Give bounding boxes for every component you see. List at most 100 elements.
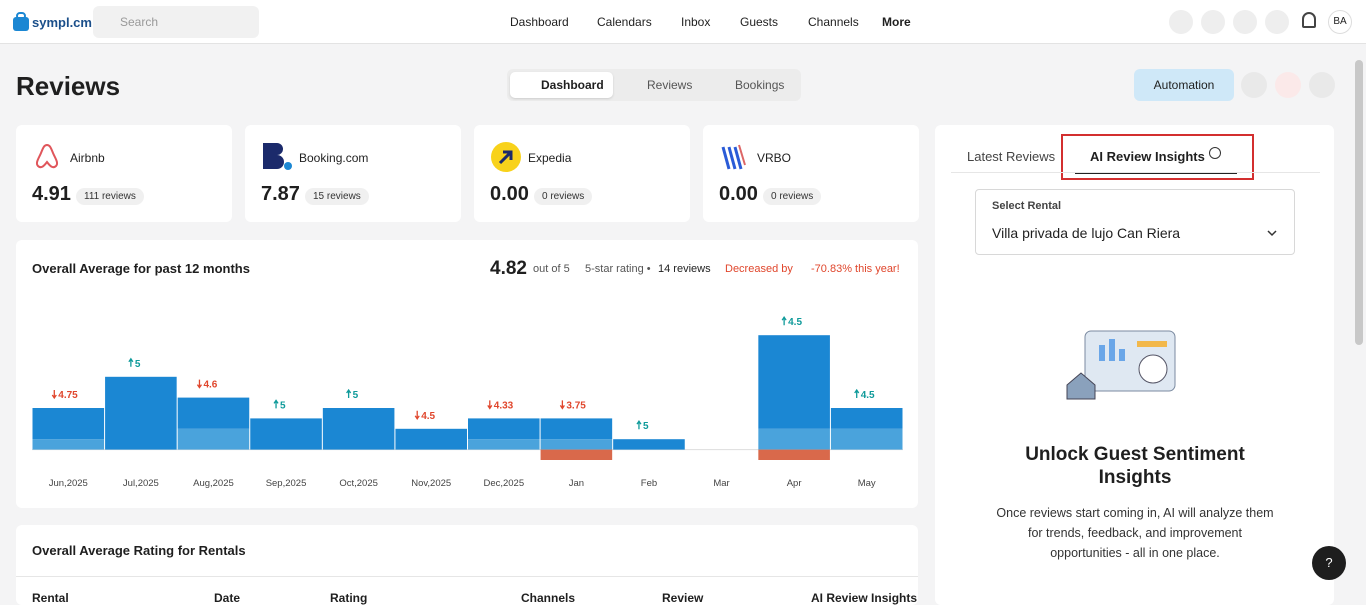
bar: [105, 376, 177, 450]
rating-label: 4.5: [861, 390, 875, 401]
help-button[interactable]: ?: [1312, 546, 1346, 580]
nav-link[interactable]: Inbox: [681, 15, 711, 29]
icon-button[interactable]: [1265, 10, 1289, 34]
divider: [16, 576, 918, 577]
review-count: 15 reviews: [305, 188, 369, 205]
trend-arrow: [51, 390, 57, 400]
bar-below: [540, 449, 613, 460]
x-tick-label: May: [858, 478, 876, 489]
change-value: -70.83% this year!: [811, 263, 900, 275]
tab-underline: [1075, 172, 1237, 174]
rentals-card: Overall Average Rating for Rentals Renta…: [16, 525, 918, 605]
automation-button[interactable]: Automation: [1134, 69, 1234, 101]
x-tick-label: Sep,2025: [266, 478, 307, 489]
column-header: Date: [214, 591, 241, 605]
trend-arrow: [346, 388, 352, 398]
select-value: Villa privada de lujo Can Riera: [992, 225, 1181, 241]
x-tick-label: Aug,2025: [193, 478, 234, 489]
channel-card: VRBO 0.00 0 reviews: [703, 125, 919, 222]
select-label: Select Rental: [992, 200, 1062, 212]
rating-label: 4.6: [203, 380, 217, 391]
x-tick-label: Jan: [569, 478, 584, 489]
channel-name: Expedia: [528, 151, 572, 165]
chevron: [1267, 230, 1277, 237]
review-count: 111 reviews: [76, 188, 144, 205]
nav-link[interactable]: Guests: [740, 15, 779, 29]
bar: [613, 439, 685, 450]
channel-logo: [263, 143, 292, 170]
channel-card: Booking.com 7.87 15 reviews: [245, 125, 461, 222]
icon-button[interactable]: [1233, 10, 1257, 34]
column-header: AI Review Insights: [811, 591, 918, 605]
illustration: [1066, 330, 1176, 400]
clear-filter-button[interactable]: [1275, 72, 1301, 98]
bar: [468, 418, 540, 440]
bar: [830, 408, 903, 429]
channel-card: Expedia 0.00 0 reviews: [474, 125, 690, 222]
bar-lower: [177, 428, 250, 450]
trend-arrow: [128, 357, 134, 367]
review-count: 14 reviews: [658, 263, 711, 275]
nav-more[interactable]: More: [882, 15, 911, 29]
notifications[interactable]: [1302, 12, 1316, 28]
rating-text: 5-star rating •: [585, 263, 651, 275]
tab[interactable]: Latest Reviews: [967, 149, 1056, 164]
chart-title: Overall Average for past 12 months: [32, 261, 250, 276]
rating-label: 5: [643, 421, 649, 432]
channel-name: VRBO: [757, 151, 792, 165]
rentals-title: Overall Average Rating for Rentals: [32, 543, 246, 558]
nav-link[interactable]: Dashboard: [510, 15, 569, 29]
tab-active[interactable]: [510, 72, 613, 98]
tab-active[interactable]: AI Review Insights: [1090, 149, 1205, 164]
x-tick-label: Nov,2025: [411, 478, 451, 489]
nav-link[interactable]: Channels: [808, 15, 859, 29]
rating-label: 4.33: [494, 400, 514, 411]
nav-link[interactable]: Calendars: [597, 15, 652, 29]
scrollbar: [1355, 60, 1363, 345]
rating-label: 5: [135, 359, 141, 370]
trend-arrow: [636, 420, 642, 430]
logo-icon: [13, 12, 29, 31]
review-count: 0 reviews: [534, 188, 593, 205]
divider: [951, 172, 1320, 173]
tab[interactable]: Bookings: [735, 78, 785, 92]
rental-select[interactable]: Select Rental Villa privada de lujo Can …: [975, 189, 1295, 255]
trend-arrow: [487, 400, 493, 410]
bar: [540, 418, 613, 440]
channel-rating: 0.00: [490, 183, 529, 205]
x-tick-label: Feb: [641, 478, 657, 489]
tab[interactable]: Dashboard: [541, 78, 604, 92]
search-box[interactable]: Search: [93, 6, 259, 38]
avatar[interactable]: BA: [1328, 10, 1352, 34]
rating-label: 4.5: [788, 317, 802, 328]
channel-logo: [491, 142, 521, 172]
tab[interactable]: Reviews: [647, 78, 693, 92]
channel-rating: 4.91: [32, 183, 71, 205]
bar-lower: [32, 439, 105, 450]
review-count: 0 reviews: [763, 188, 822, 205]
x-tick-label: Oct,2025: [339, 478, 378, 489]
channel-name: Booking.com: [299, 151, 369, 165]
rating-label: 4.5: [421, 411, 435, 422]
channel-card: Airbnb 4.91 111 reviews: [16, 125, 232, 222]
out-of: out of 5: [533, 263, 570, 275]
column-header: Rental: [32, 591, 69, 605]
refresh-button[interactable]: [1309, 72, 1335, 98]
highlight-box: [1061, 134, 1254, 180]
bar-below: [758, 449, 830, 460]
bar: [322, 408, 395, 450]
insights-heading: Unlock Guest Sentiment Insights: [1025, 444, 1245, 488]
filter-button[interactable]: [1241, 72, 1267, 98]
chart: 4.75 Jun,2025 5 Jul,2025 4.6 Aug,2025 5 Sep,202…: [32, 316, 903, 489]
channel-logo: [721, 144, 746, 170]
view-tabs: Dashboard Reviews Bookings: [507, 69, 801, 101]
trend-arrow: [196, 379, 202, 389]
channel-name: Airbnb: [70, 151, 105, 165]
average: 4.82: [490, 258, 527, 279]
bar: [32, 408, 105, 440]
trend-arrow: [414, 410, 420, 420]
icon-button[interactable]: [1169, 10, 1193, 34]
icon-button[interactable]: [1201, 10, 1225, 34]
rating-label: 4.75: [58, 390, 78, 401]
